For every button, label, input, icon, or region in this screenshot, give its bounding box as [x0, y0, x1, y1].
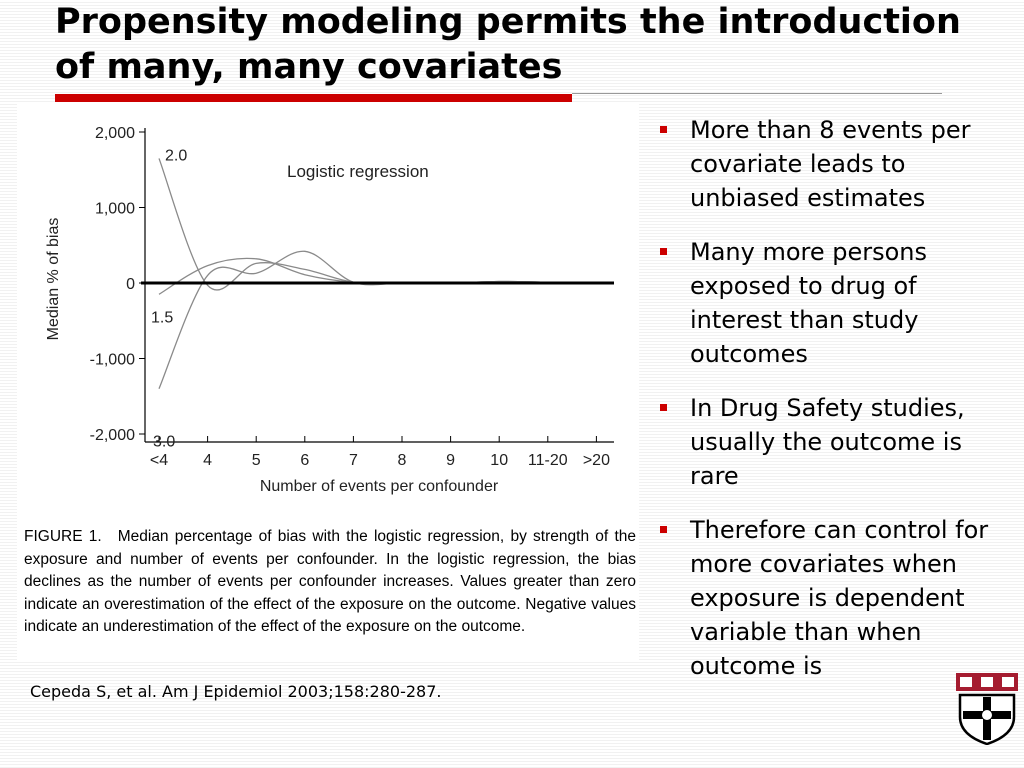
y-axis-label: Median % of bias — [45, 218, 62, 341]
x-tick-label: 4 — [203, 452, 212, 469]
x-tick-label: >20 — [583, 452, 610, 469]
bullet-text: Therefore can control for more covariate… — [690, 516, 989, 680]
bullet-square-icon — [660, 248, 667, 255]
bullet-item: Many more persons exposed to drug of int… — [658, 235, 1008, 371]
y-axis-ticks: 2,000 1,000 0 -1,000 -2,000 — [90, 125, 145, 444]
y-tick-label: -2,000 — [90, 427, 135, 444]
figure-caption-label: FIGURE 1. — [24, 528, 102, 545]
y-tick-label: -1,000 — [90, 352, 135, 369]
x-tick-label: 8 — [398, 452, 407, 469]
citation: Cepeda S, et al. Am J Epidemiol 2003;158… — [30, 682, 442, 701]
series-line-3.0 — [158, 250, 597, 389]
bullet-item: Therefore can control for more covariate… — [658, 513, 1008, 683]
y-tick-label: 0 — [126, 276, 135, 293]
bias-line-chart: Logistic regression Median % of bias Num… — [45, 125, 614, 495]
bullet-text: In Drug Safety studies, usually the outc… — [690, 394, 965, 490]
bullet-item: In Drug Safety studies, usually the outc… — [658, 391, 1008, 493]
bullet-list: More than 8 events per covariate leads t… — [658, 113, 1008, 703]
bullet-text: Many more persons exposed to drug of int… — [690, 238, 928, 368]
y-tick-label: 2,000 — [95, 125, 135, 142]
x-tick-label: 6 — [300, 452, 309, 469]
figure-panel: Logistic regression Median % of bias Num… — [17, 104, 639, 662]
y-tick-label: 1,000 — [95, 201, 135, 218]
series-labels: 2.0 1.5 3.0 — [151, 147, 187, 450]
title-underline-rule — [572, 93, 942, 94]
series-lines — [158, 158, 597, 389]
x-tick-label: 10 — [490, 452, 508, 469]
x-axis-label: Number of events per confounder — [260, 478, 499, 495]
series-label: 1.5 — [151, 309, 173, 326]
x-tick-label: 5 — [252, 452, 261, 469]
series-label: 2.0 — [165, 147, 187, 164]
x-axis-ticks: <4 4 5 6 7 8 9 10 11-20 >20 — [150, 436, 610, 469]
bullet-square-icon — [660, 526, 667, 533]
bullet-square-icon — [660, 126, 667, 133]
figure-caption-text: Median percentage of bias with the logis… — [24, 528, 636, 635]
title-underline-accent — [55, 94, 572, 102]
chart-title: Logistic regression — [287, 162, 429, 181]
university-shield-icon — [956, 673, 1018, 745]
bullet-square-icon — [660, 404, 667, 411]
x-tick-label: 9 — [446, 452, 455, 469]
series-label: 3.0 — [153, 434, 175, 451]
bullet-item: More than 8 events per covariate leads t… — [658, 113, 1008, 215]
series-line-1.5 — [158, 257, 597, 295]
slide-title: Propensity modeling permits the introduc… — [55, 2, 961, 87]
figure-caption: FIGURE 1. Median percentage of bias with … — [24, 526, 636, 639]
x-tick-label: <4 — [150, 452, 168, 469]
x-tick-label: 7 — [349, 452, 358, 469]
x-tick-label: 11-20 — [528, 452, 568, 469]
bullet-text: More than 8 events per covariate leads t… — [690, 116, 971, 212]
